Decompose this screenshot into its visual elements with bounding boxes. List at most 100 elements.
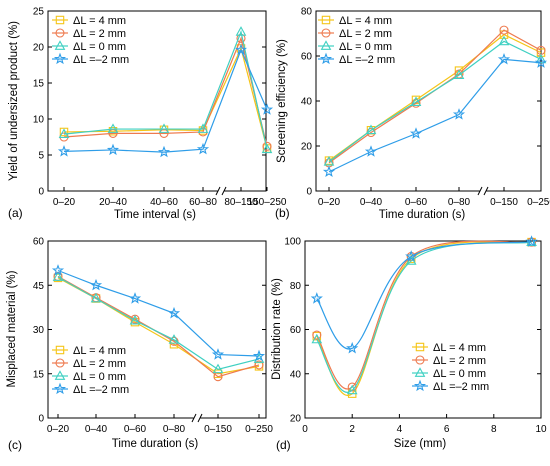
data-point: [235, 26, 247, 36]
data-point: [364, 145, 378, 157]
x-tick-label: 0–80: [448, 197, 471, 208]
legend-label: ΔL = 2 mm: [339, 28, 392, 40]
legend-marker: [321, 28, 331, 38]
legend-label: ΔL = 0 mm: [433, 368, 486, 380]
legend-marker: [415, 342, 425, 352]
data-point: [453, 69, 465, 79]
data-point: [90, 292, 102, 303]
x-tick-label: 0–150: [204, 424, 232, 435]
axis-break-mark: [483, 186, 489, 196]
x-tick-label: 80–150: [224, 197, 258, 208]
y-tick-label: 100: [284, 237, 301, 248]
y-tick-label: 20: [33, 43, 45, 54]
data-point: [197, 123, 209, 133]
legend-marker: [414, 367, 426, 377]
y-tick-label: 40: [290, 369, 302, 380]
x-tick-label: 60–80: [189, 197, 217, 208]
series-line: [63, 48, 268, 153]
data-point: [129, 314, 141, 325]
data-point: [498, 35, 510, 46]
axis-break-gap: [217, 187, 225, 195]
x-tick-label: 0–150: [490, 197, 518, 208]
data-point: [52, 271, 64, 281]
data-point: [211, 348, 225, 360]
y-tick-label: 0: [38, 414, 44, 425]
x-axis-label: Time duration (s): [379, 209, 466, 221]
panel-label: (a): [8, 206, 23, 220]
series-line: [57, 269, 260, 357]
data-point: [196, 142, 210, 155]
data-point: [59, 127, 69, 137]
data-point: [107, 123, 119, 133]
series-line: [316, 241, 532, 350]
y-tick-label: 45: [33, 281, 45, 292]
legend-label: ΔL =–2 mm: [73, 384, 129, 396]
x-tick-label: 0–20: [47, 424, 70, 435]
data-point: [260, 103, 274, 115]
legend-marker: [320, 40, 332, 50]
data-point: [57, 145, 71, 157]
legend-marker: [319, 52, 333, 65]
y-tick-label: 20: [301, 142, 313, 153]
x-axis-label: Time duration (s): [112, 438, 199, 450]
data-point: [89, 278, 103, 291]
data-point: [262, 141, 272, 151]
data-point: [234, 43, 248, 56]
x-tick-label: 0: [302, 424, 308, 435]
x-tick-label: 40–60: [150, 197, 178, 208]
y-tick-label: 5: [38, 151, 44, 162]
x-tick-label: 0–40: [360, 197, 383, 208]
legend-label: ΔL = 2 mm: [433, 355, 486, 367]
legend-label: ΔL =–2 mm: [433, 381, 489, 393]
series-line: [316, 240, 532, 390]
y-tick-label: 15: [33, 79, 45, 90]
legend-marker: [55, 28, 65, 38]
series-line: [316, 241, 532, 393]
axis-break-gap: [193, 414, 201, 422]
data-point: [252, 349, 266, 362]
x-tick-label: 0–60: [405, 197, 428, 208]
legend-label: ΔL =–2 mm: [73, 54, 129, 66]
series-line: [63, 46, 268, 149]
data-point: [158, 123, 170, 133]
x-tick-label: 4: [397, 424, 403, 435]
data-point: [254, 360, 264, 370]
series-line: [57, 276, 260, 370]
panel-b: 0 20 40 60 80 0–20 0–40 0–60 0–80 0–150 0–250 ΔL = …: [275, 7, 550, 222]
axis-break-mark: [197, 413, 203, 423]
y-axis-label: Screening efficiency (%): [276, 39, 288, 163]
x-tick-label: 150–250: [248, 197, 287, 208]
legend-label: ΔL = 4 mm: [433, 342, 486, 354]
x-tick-label: 6: [444, 424, 450, 435]
x-tick-label: 0–80: [163, 424, 186, 435]
axis-break-gap: [479, 187, 487, 195]
legend-marker: [54, 370, 66, 380]
y-tick-label: 40: [301, 97, 313, 108]
legend-label: ΔL = 4 mm: [339, 15, 392, 27]
data-point: [167, 306, 181, 319]
axis-break-mark: [215, 186, 221, 196]
legend-label: ΔL = 0 mm: [73, 371, 126, 383]
data-point: [497, 52, 511, 65]
series-line: [63, 36, 268, 147]
axis-break-mark: [477, 186, 483, 196]
legend-marker: [413, 379, 427, 392]
data-point: [157, 145, 171, 158]
data-point: [410, 96, 422, 106]
legend-marker: [55, 15, 65, 25]
legend-label: ΔL = 4 mm: [73, 15, 126, 27]
data-point: [323, 156, 335, 166]
data-point: [58, 128, 70, 138]
data-point: [212, 363, 224, 374]
x-tick-label: 10: [535, 424, 547, 435]
y-tick-label: 60: [33, 237, 45, 248]
legend-marker: [54, 40, 66, 50]
data-point: [310, 292, 323, 304]
data-point: [311, 333, 323, 344]
y-tick-label: 15: [33, 369, 45, 380]
legend-marker: [415, 355, 425, 365]
data-point: [534, 56, 548, 68]
series-line: [328, 58, 542, 173]
